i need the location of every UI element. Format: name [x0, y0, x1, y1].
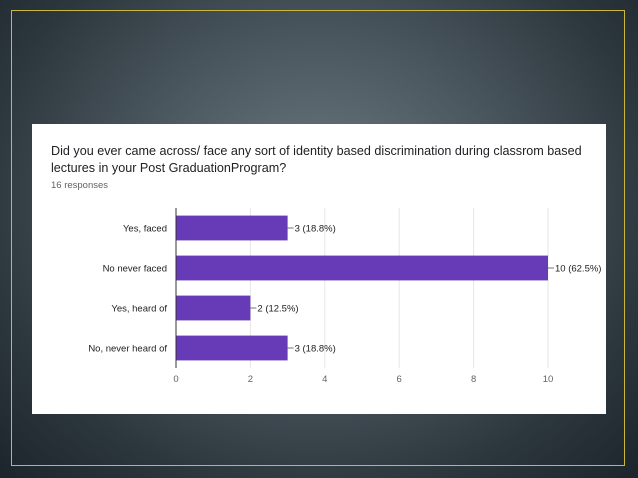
data-label: 2 (12.5%): [257, 304, 298, 315]
bar: [176, 255, 548, 281]
response-count: 16 responses: [51, 180, 109, 191]
x-tick-label: 2: [248, 374, 253, 385]
x-tick-label: 10: [543, 374, 554, 385]
category-label: Yes, faced: [123, 224, 167, 235]
category-label: Yes, heard of: [111, 304, 167, 315]
x-tick-label: 0: [173, 374, 178, 385]
category-label: No never faced: [103, 264, 167, 275]
data-label: 3 (18.8%): [295, 344, 336, 355]
slide-frame: [11, 10, 625, 466]
bar-chart: Yes, faced 3 (18.8%) No never faced 10 (62.…: [88, 208, 601, 385]
data-label: 3 (18.8%): [295, 224, 336, 235]
x-tick-label: 4: [322, 374, 327, 385]
data-label: 10 (62.5%): [555, 264, 601, 275]
bar: [176, 335, 288, 361]
bar: [176, 295, 251, 321]
bar: [176, 215, 288, 241]
x-tick-label: 8: [471, 374, 476, 385]
chart-title: Did you ever came across/ face any sort …: [51, 144, 582, 175]
category-label: No, never heard of: [88, 344, 167, 355]
chart-card: Did you ever came across/ face any sort …: [32, 124, 606, 414]
x-tick-label: 6: [397, 374, 402, 385]
